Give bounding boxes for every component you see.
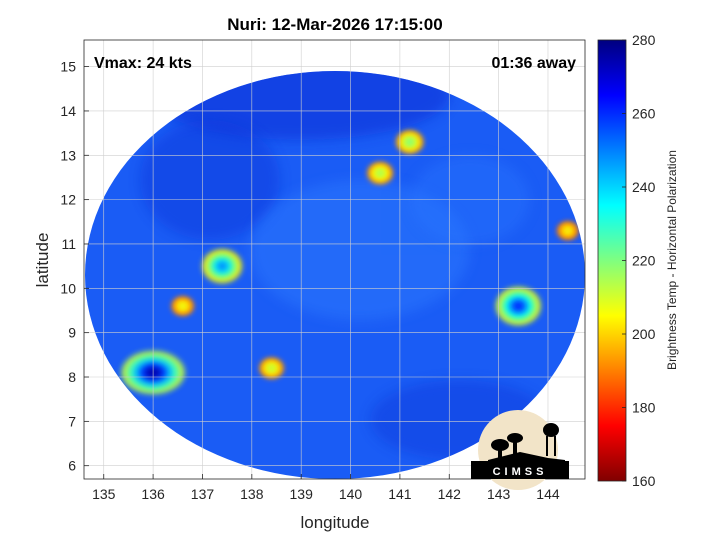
axes-box (83, 39, 586, 480)
feature-convective-cell (202, 249, 243, 284)
colorbar-tick-label: 260 (632, 106, 656, 122)
y-tick-label: 6 (68, 458, 76, 474)
y-tick-label: 10 (60, 280, 76, 296)
y-tick-label: 15 (60, 59, 76, 75)
cimss-logo: CIMSS (471, 410, 569, 490)
colorbar-gradient (597, 39, 627, 482)
logo-text: CIMSS (493, 466, 548, 478)
x-tick-label: 138 (240, 486, 264, 502)
feature-contour (406, 139, 414, 145)
vmax-annotation: Vmax: 24 kts (94, 55, 192, 72)
feature-contour (179, 303, 186, 309)
brightness-temperature-swath (85, 71, 585, 479)
x-tick-label: 135 (92, 486, 116, 502)
grid-lines (84, 40, 585, 479)
x-tick-label: 143 (487, 486, 511, 502)
time-away-annotation: 01:36 away (491, 55, 576, 72)
feature-contour (268, 365, 275, 371)
x-tick-label: 140 (339, 486, 363, 502)
colorbar-tick-label: 180 (632, 400, 656, 416)
feature-contour (512, 301, 524, 311)
colorbar: 160 180 200 220 240 260 280 Brightness Temp - … (597, 32, 679, 489)
logo-band (471, 461, 569, 479)
x-tick-label: 141 (388, 486, 412, 502)
x-tick-label: 139 (290, 486, 314, 502)
x-tick-label: 144 (536, 486, 560, 502)
colorbar-tick-label: 240 (632, 179, 656, 195)
colorbar-tick-label: 220 (632, 253, 656, 269)
colorbar-tick-label: 160 (632, 473, 656, 489)
feature-convective-cell (171, 296, 194, 316)
y-tick-label: 7 (68, 413, 76, 429)
feature-contour (565, 228, 571, 233)
x-tick-label: 136 (141, 486, 165, 502)
x-axis-label: longitude (300, 513, 369, 532)
feature-contour (217, 261, 228, 271)
colorbar-label: Brightness Temp - Horizontal Polarizatio… (665, 150, 679, 370)
chart-title: Nuri: 12-Mar-2026 17:15:00 (227, 15, 442, 34)
feature-convective-cell (367, 162, 393, 184)
y-axis-label: latitude (33, 233, 52, 288)
feature-convective-cell (259, 357, 284, 379)
y-tick-label: 8 (68, 369, 76, 385)
feature-contour (376, 170, 384, 176)
x-tick-label: 137 (191, 486, 215, 502)
colorbar-ticks: 160 180 200 220 240 260 280 (622, 32, 656, 489)
y-tick-label: 14 (60, 103, 76, 119)
swath-warm-band (410, 155, 530, 245)
colorbar-tick-label: 200 (632, 326, 656, 342)
colorbar-tick-label: 280 (632, 32, 656, 48)
y-tick-label: 11 (61, 236, 76, 252)
feature-convective-cell (557, 221, 579, 240)
feature-convective-cell (396, 130, 424, 154)
feature-convective-cell (495, 286, 541, 326)
x-axis-ticks: 135 136 137 138 139 140 141 142 143 144 (92, 474, 560, 502)
x-tick-label: 142 (438, 486, 462, 502)
y-tick-label: 9 (68, 325, 76, 341)
y-tick-label: 13 (60, 147, 76, 163)
swath-cold-band (140, 120, 280, 240)
y-tick-label: 12 (60, 192, 76, 208)
y-axis-ticks: 6 7 8 9 10 11 12 13 14 15 (60, 59, 89, 474)
